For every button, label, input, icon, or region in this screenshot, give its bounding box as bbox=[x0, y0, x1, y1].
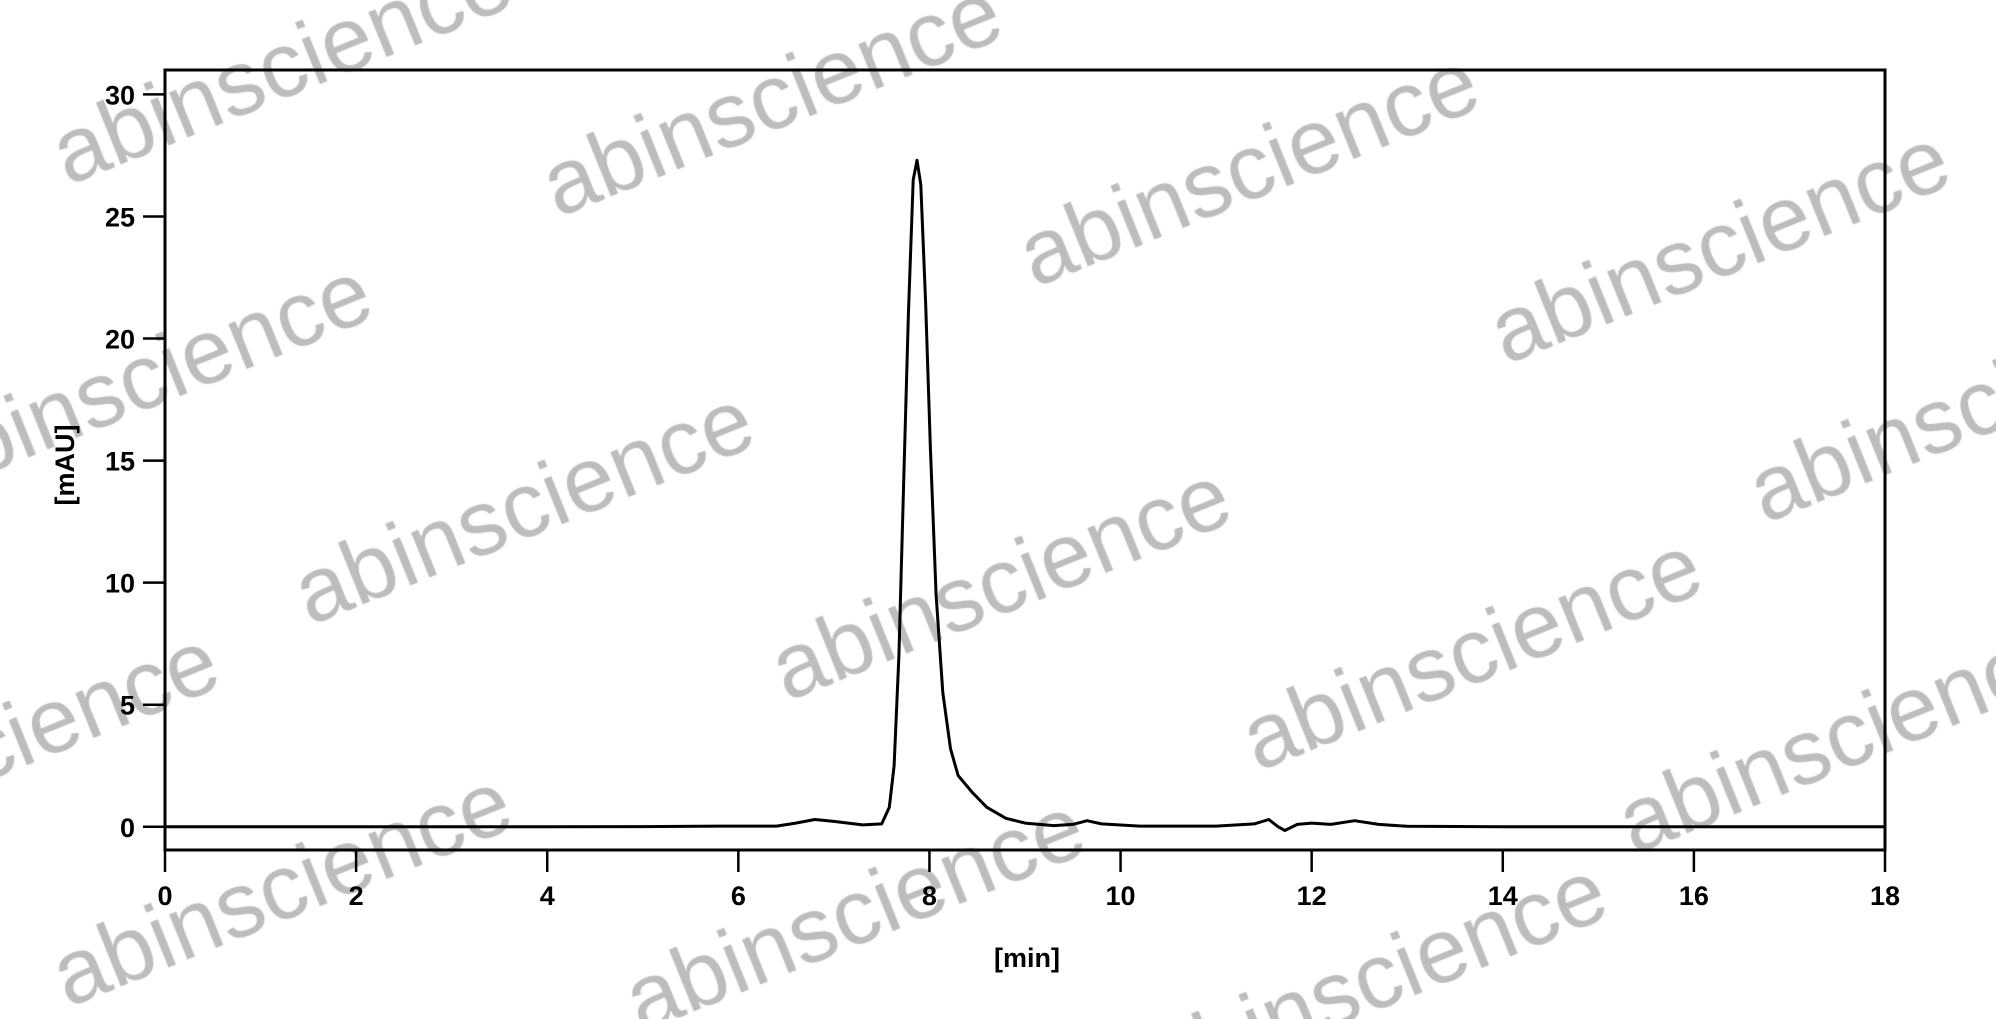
y-tick-label: 30 bbox=[105, 80, 135, 110]
x-tick-label: 2 bbox=[349, 881, 364, 911]
y-tick-label: 15 bbox=[105, 447, 135, 477]
x-tick-label: 0 bbox=[157, 881, 172, 911]
y-tick-label: 0 bbox=[120, 813, 135, 843]
y-axis: 0 5 10 15 20 25 30 bbox=[105, 80, 165, 843]
x-axis-label: [min] bbox=[994, 943, 1060, 973]
y-tick-label: 5 bbox=[120, 691, 135, 721]
x-tick-label: 12 bbox=[1297, 881, 1327, 911]
chromatogram-trace bbox=[165, 158, 1885, 832]
x-tick-label: 10 bbox=[1106, 881, 1136, 911]
x-tick-label: 18 bbox=[1870, 881, 1900, 911]
x-tick-label: 14 bbox=[1488, 881, 1518, 911]
y-tick-label: 20 bbox=[105, 325, 135, 355]
plot-frame bbox=[163, 68, 1887, 852]
x-axis: 0 2 4 6 8 10 12 14 16 18 bbox=[157, 850, 1900, 911]
x-tick-label: 8 bbox=[922, 881, 937, 911]
y-axis-label: [mAU] bbox=[50, 425, 80, 506]
y-tick-label: 10 bbox=[105, 569, 135, 599]
x-tick-label: 16 bbox=[1679, 881, 1709, 911]
x-tick-label: 6 bbox=[731, 881, 746, 911]
y-tick-label: 25 bbox=[105, 202, 135, 232]
x-tick-label: 4 bbox=[540, 881, 555, 911]
